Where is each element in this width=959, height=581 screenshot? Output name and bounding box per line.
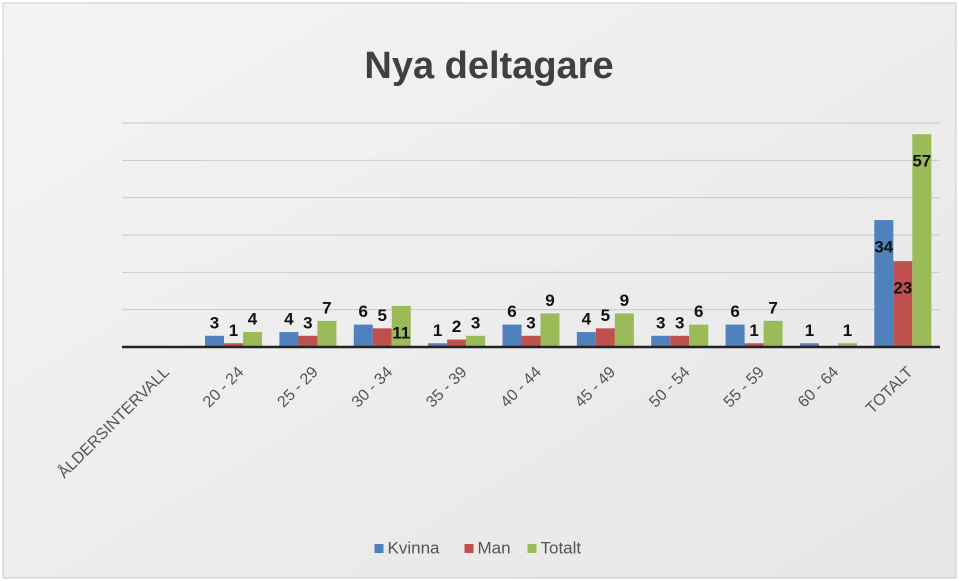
bar <box>391 305 411 347</box>
bar <box>502 324 522 347</box>
data-label: 4 <box>248 310 258 329</box>
data-label: 9 <box>545 291 554 310</box>
bar <box>205 335 225 347</box>
bar <box>912 134 932 347</box>
data-label: 6 <box>507 302 516 321</box>
legend-swatch <box>527 544 537 553</box>
data-label: 7 <box>322 298 331 317</box>
data-label: 1 <box>805 321 814 340</box>
data-label: 3 <box>675 313 684 332</box>
data-label: 3 <box>210 313 219 332</box>
data-label: 1 <box>749 321 758 340</box>
data-label: 6 <box>359 302 368 321</box>
bar <box>447 339 467 347</box>
data-label: 1 <box>433 321 442 340</box>
bar <box>298 335 318 347</box>
data-label: 5 <box>378 306 387 325</box>
legend-label: Kvinna <box>388 538 441 557</box>
legend-label: Totalt <box>541 538 582 557</box>
data-label: 23 <box>893 279 912 298</box>
bar <box>689 324 709 347</box>
chart-title: Nya deltagare <box>364 45 613 87</box>
legend-swatch <box>374 544 384 553</box>
data-label: 5 <box>601 306 610 325</box>
bar <box>353 324 373 347</box>
data-label: 4 <box>284 310 294 329</box>
data-label: 3 <box>303 313 312 332</box>
data-label: 9 <box>620 291 629 310</box>
bar <box>893 261 913 347</box>
bar <box>614 313 634 347</box>
bar <box>744 343 764 347</box>
bar <box>799 343 819 347</box>
bar <box>670 335 690 347</box>
data-label: 3 <box>526 313 535 332</box>
data-label: 7 <box>768 298 777 317</box>
data-label: 4 <box>582 310 592 329</box>
data-label: 1 <box>229 321 238 340</box>
bar <box>466 335 486 347</box>
data-label: 6 <box>694 302 703 321</box>
data-label: 3 <box>471 313 480 332</box>
bar <box>540 313 560 347</box>
bar <box>837 343 857 347</box>
data-label: 3 <box>656 313 665 332</box>
bar <box>595 328 615 347</box>
bar <box>763 320 783 347</box>
data-label: 2 <box>452 317 461 336</box>
legend-swatch <box>464 544 474 553</box>
legend-label: Man <box>478 538 511 557</box>
bar <box>279 332 299 347</box>
bar <box>243 332 263 347</box>
bar <box>521 335 541 347</box>
bar <box>725 324 745 347</box>
bar <box>651 335 671 347</box>
bar <box>576 332 596 347</box>
data-label: 11 <box>392 323 410 342</box>
bar <box>874 220 894 347</box>
data-label: 34 <box>874 238 893 257</box>
bar <box>428 343 448 347</box>
data-label: 1 <box>843 321 852 340</box>
bar <box>224 343 244 347</box>
bar <box>372 328 392 347</box>
bar <box>317 320 337 347</box>
data-label: 57 <box>912 152 931 171</box>
data-label: 6 <box>730 302 739 321</box>
